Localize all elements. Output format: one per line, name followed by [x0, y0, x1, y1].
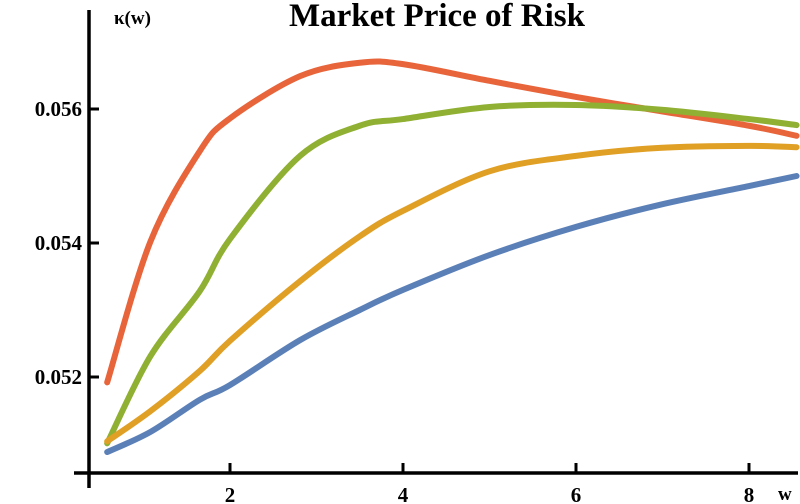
y-axis: κ(w) 0.052 0.054 0.056	[35, 8, 151, 488]
series-line-blue	[104, 173, 800, 456]
series-line-green	[104, 101, 800, 447]
y-tick-label: 0.052	[35, 365, 82, 389]
series-line-orange	[104, 142, 800, 445]
chart-title: Market Price of Risk	[289, 0, 586, 34]
x-axis-label: w	[778, 484, 792, 504]
x-axis: w 2 4 6 8	[74, 463, 798, 504]
x-tick-label: 2	[225, 483, 236, 504]
x-tick-label: 8	[744, 483, 755, 504]
y-tick-label: 0.056	[35, 97, 82, 121]
y-axis-label: κ(w)	[114, 8, 151, 29]
x-tick-label: 6	[571, 483, 582, 504]
y-tick-label: 0.054	[35, 231, 83, 255]
data-series	[104, 58, 800, 456]
x-tick-label: 4	[398, 483, 409, 504]
